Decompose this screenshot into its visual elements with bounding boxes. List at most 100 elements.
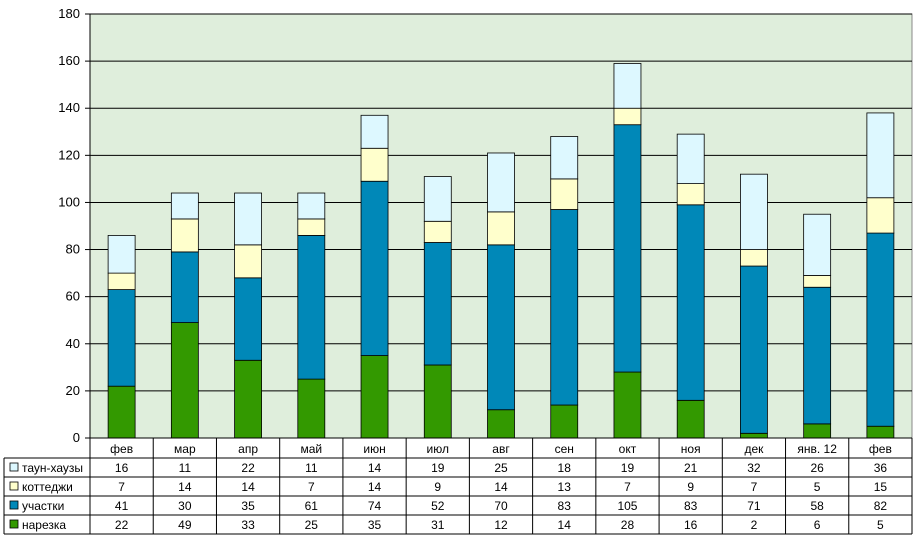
data-table-value: 32 xyxy=(747,461,761,475)
data-table-value: 22 xyxy=(115,518,129,532)
data-table-value: 28 xyxy=(621,518,635,532)
bar-segment xyxy=(170,251,199,323)
data-table-value: 14 xyxy=(178,480,192,494)
data-table-value: 82 xyxy=(874,499,888,513)
bar-segment xyxy=(803,423,832,439)
x-category-label: май xyxy=(300,442,322,456)
y-tick-label: 180 xyxy=(58,6,80,21)
y-tick-label: 0 xyxy=(73,430,80,445)
legend-key xyxy=(9,519,19,529)
data-table-value: 36 xyxy=(874,461,888,475)
data-table-value: 14 xyxy=(494,480,508,494)
bar-segment xyxy=(297,192,326,220)
bar-segment xyxy=(107,272,136,291)
data-table-value: 5 xyxy=(877,518,884,532)
y-tick-label: 20 xyxy=(66,383,80,398)
bar-segment xyxy=(803,275,832,288)
data-table-value: 49 xyxy=(178,518,192,532)
data-table-value: 71 xyxy=(747,499,761,513)
bar-segment xyxy=(297,218,326,236)
bar-segment xyxy=(613,371,642,439)
y-tick-label: 80 xyxy=(66,242,80,257)
bar-segment xyxy=(550,209,579,406)
bar-segment xyxy=(740,249,768,267)
bar-segment xyxy=(170,192,199,220)
data-table-value: 35 xyxy=(241,499,255,513)
bar-segment xyxy=(487,211,515,246)
legend-key xyxy=(9,500,19,510)
bar-segment xyxy=(234,277,262,361)
data-table-value: 11 xyxy=(305,461,318,475)
bar-segment xyxy=(170,218,199,253)
data-table-value: 7 xyxy=(751,480,758,494)
data-table-value: 61 xyxy=(305,499,319,513)
legend-label: нарезка xyxy=(22,518,66,532)
y-tick-label: 160 xyxy=(58,53,80,68)
data-table-value: 14 xyxy=(241,480,255,494)
data-table-value: 9 xyxy=(434,480,441,494)
bar-segment xyxy=(487,244,515,411)
bar-segment xyxy=(676,204,705,401)
x-category-label: апр xyxy=(238,442,258,456)
bar-segment xyxy=(866,197,895,234)
bar-segment xyxy=(866,425,895,439)
bar-segment xyxy=(170,322,199,439)
bar-segment xyxy=(360,180,389,356)
bar-segment xyxy=(676,133,705,184)
bar-segment xyxy=(613,63,642,109)
bar-segment xyxy=(423,364,452,439)
data-table-value: 7 xyxy=(308,480,315,494)
bar-segment xyxy=(107,289,136,387)
data-table-value: 14 xyxy=(368,461,382,475)
bar-segment xyxy=(360,355,389,439)
data-table-value: 70 xyxy=(494,499,508,513)
data-table-value: 15 xyxy=(874,480,888,494)
data-table-value: 58 xyxy=(810,499,824,513)
bar-segment xyxy=(423,220,452,243)
bar-segment xyxy=(550,178,579,210)
bar-segment xyxy=(803,213,832,276)
x-category-label: авг xyxy=(492,442,510,456)
data-table-value: 31 xyxy=(431,518,445,532)
bar-segment xyxy=(234,192,262,246)
bar-segment xyxy=(487,409,515,439)
data-table-value: 14 xyxy=(368,480,382,494)
data-table-value: 25 xyxy=(494,461,508,475)
bar-segment xyxy=(740,432,768,439)
x-category-label: ноя xyxy=(681,442,701,456)
bar-segment xyxy=(676,183,705,206)
data-table-value: 21 xyxy=(684,461,698,475)
data-table-value: 9 xyxy=(687,480,694,494)
bar-segment xyxy=(234,244,262,279)
bar-segment xyxy=(297,378,326,439)
bar-segment xyxy=(107,235,136,274)
bar-segment xyxy=(297,235,326,380)
y-tick-label: 120 xyxy=(58,147,80,162)
x-category-label: янв. 12 xyxy=(797,442,837,456)
bar-segment xyxy=(676,399,705,439)
x-category-label: фев xyxy=(869,442,892,456)
x-category-label: сен xyxy=(555,442,574,456)
data-table-value: 7 xyxy=(624,480,631,494)
data-table-value: 18 xyxy=(558,461,572,475)
bar-segment xyxy=(423,242,452,366)
x-category-label: окт xyxy=(619,442,637,456)
data-table-value: 7 xyxy=(118,480,125,494)
data-table-value: 12 xyxy=(494,518,508,532)
data-table-value: 25 xyxy=(305,518,319,532)
bar-segment xyxy=(360,147,389,182)
bar-segment xyxy=(487,152,515,213)
data-table-value: 52 xyxy=(431,499,445,513)
bar-segment xyxy=(550,404,579,439)
bar-segment xyxy=(234,359,262,439)
x-category-label: дек xyxy=(744,442,764,456)
data-table-value: 2 xyxy=(751,518,758,532)
data-table-value: 14 xyxy=(558,518,572,532)
data-table-value: 13 xyxy=(558,480,572,494)
x-category-label: июл xyxy=(427,442,449,456)
y-tick-label: 60 xyxy=(66,289,80,304)
data-table-value: 35 xyxy=(368,518,382,532)
data-table-value: 5 xyxy=(814,480,821,494)
